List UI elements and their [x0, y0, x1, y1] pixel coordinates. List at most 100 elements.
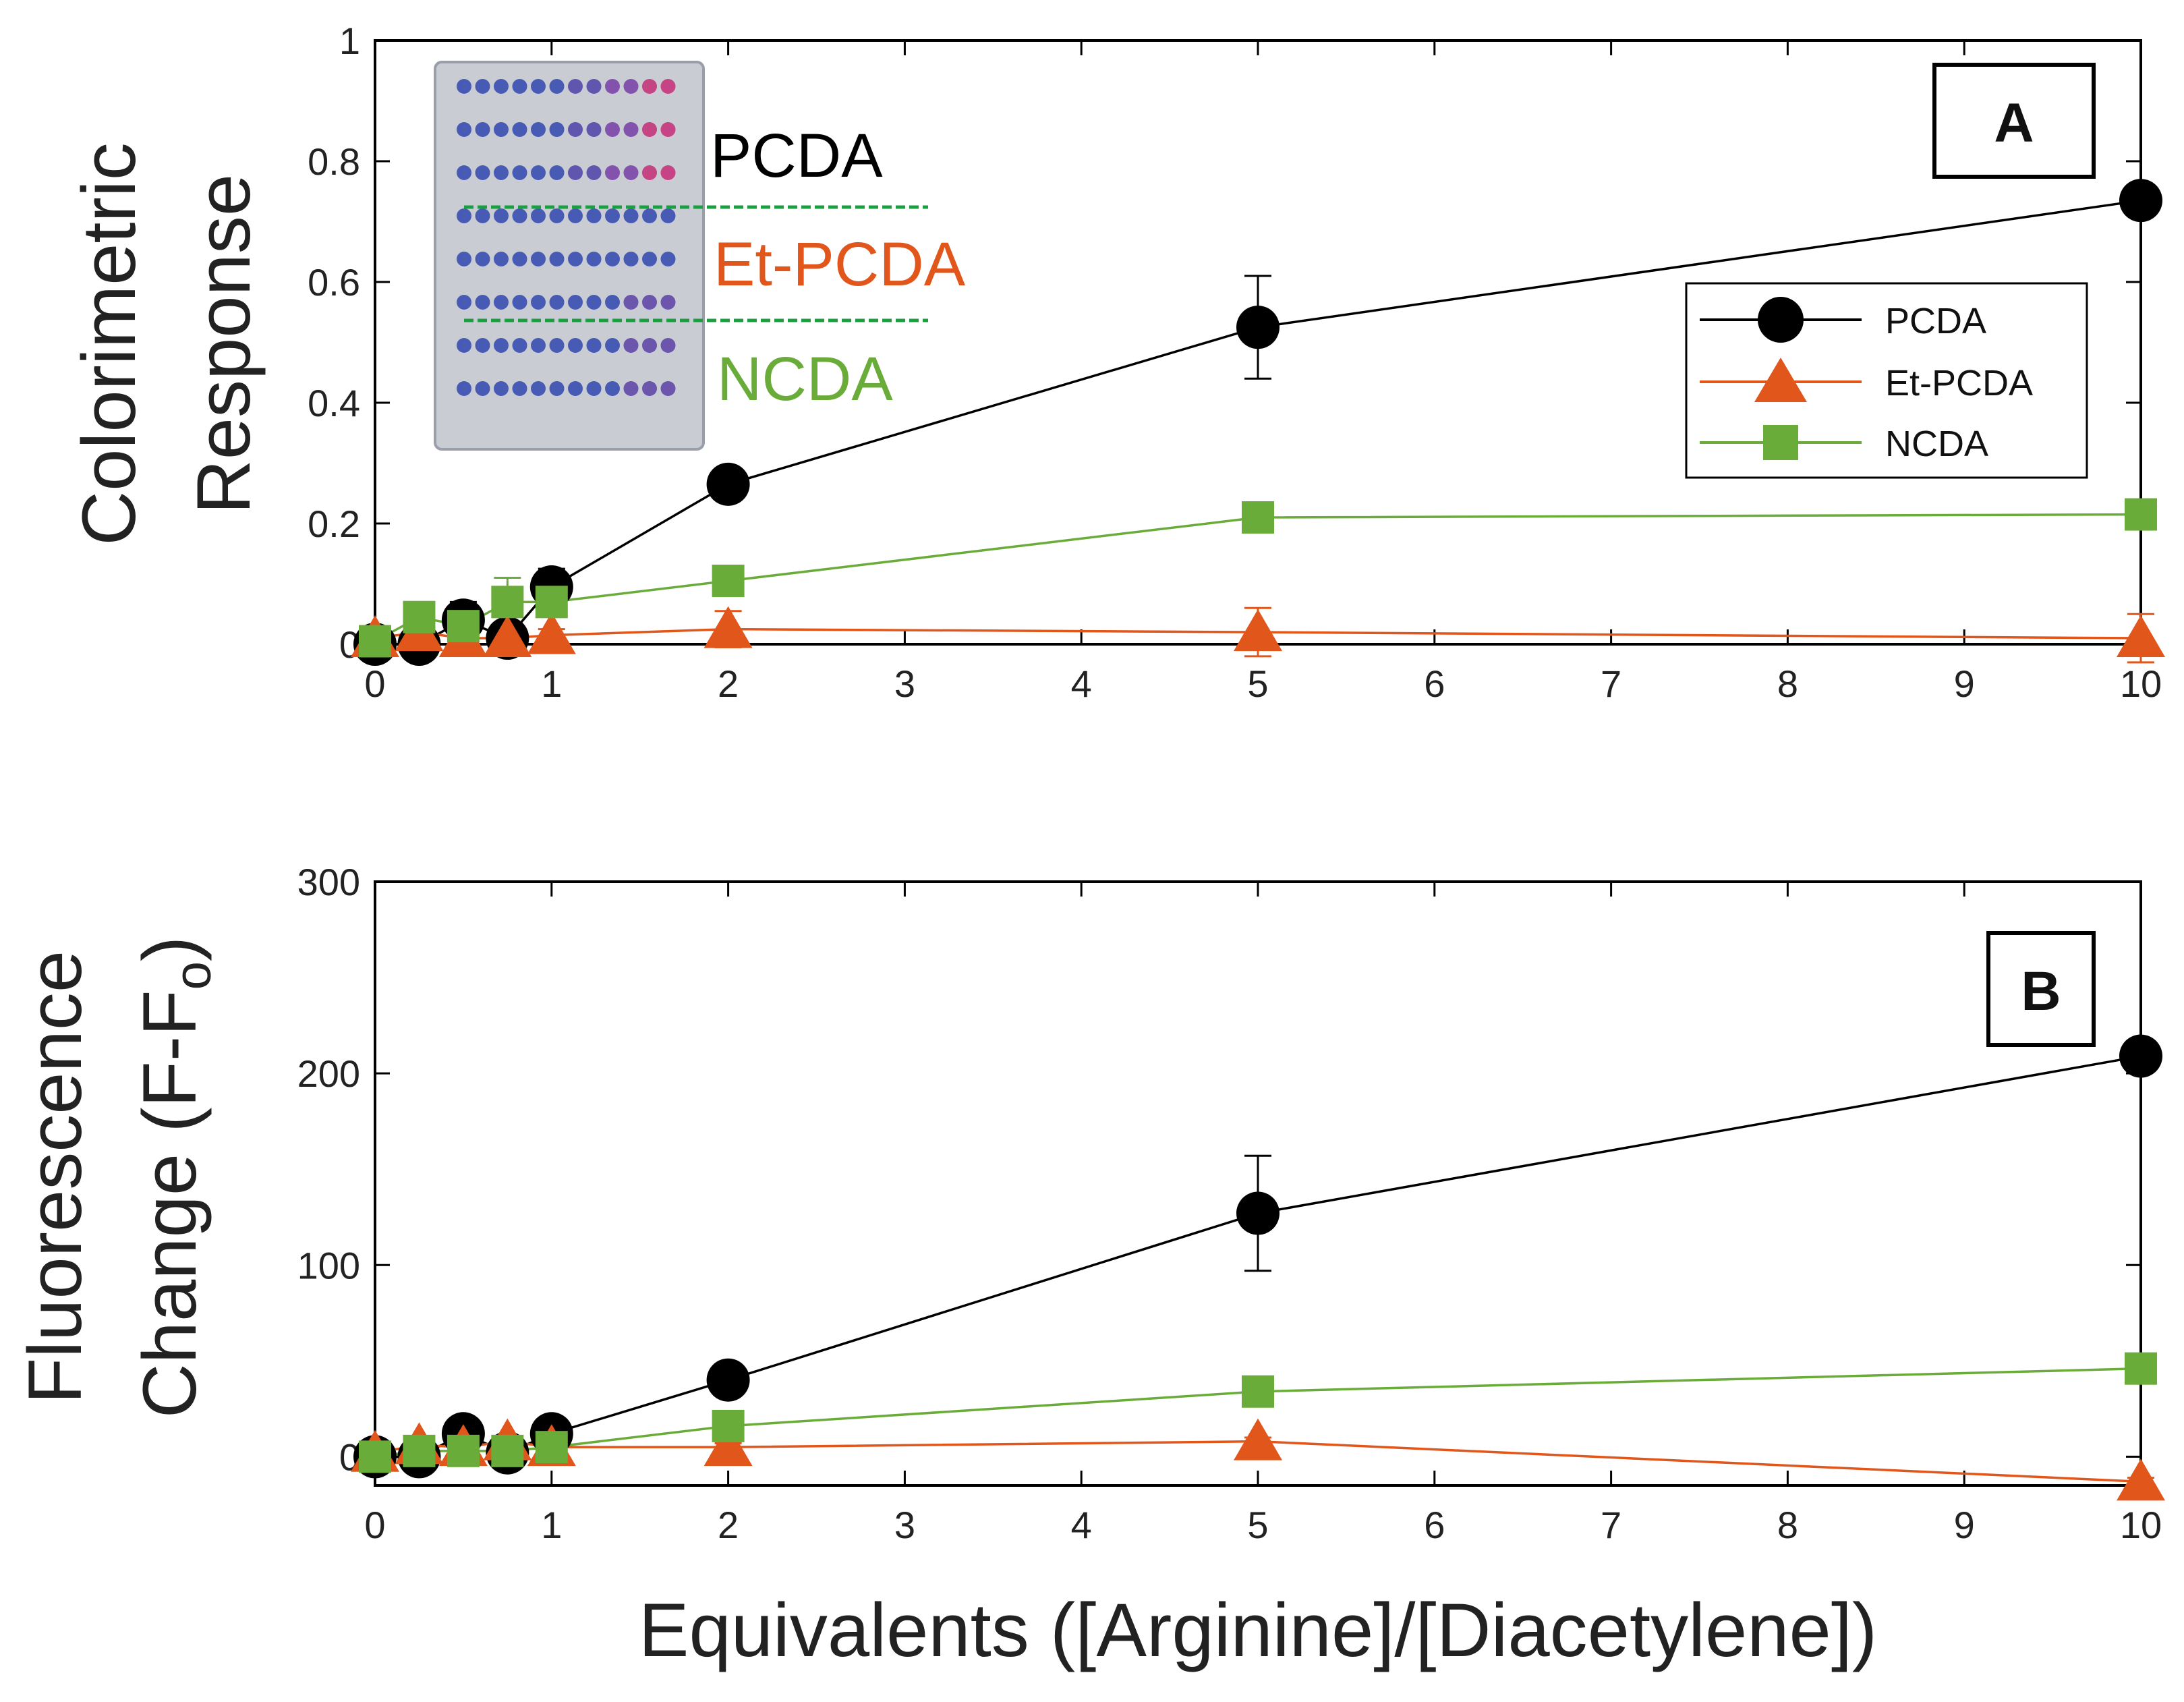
point-ncda-a [712, 565, 745, 598]
point-ncda-a [1242, 501, 1274, 534]
plate-well [623, 252, 639, 266]
x-tick-label-b: 3 [894, 1504, 915, 1546]
panel-label-b: B [2021, 961, 2061, 1022]
plate-well [549, 165, 565, 180]
plate-well [660, 122, 676, 137]
x-tick-label-b: 7 [1601, 1504, 1621, 1546]
inset-label-ncda: NCDA [717, 345, 893, 414]
plate-well [512, 338, 527, 353]
panel-label-box-a [1932, 63, 2096, 179]
plate-well [660, 381, 676, 396]
plate-well [549, 295, 565, 310]
y-axis-title-b-close: ) [127, 936, 212, 961]
x-tick-label-b: 2 [718, 1504, 739, 1546]
y-tick-label-b: 100 [297, 1244, 360, 1286]
plate-well [475, 79, 490, 94]
plate-well [475, 338, 490, 353]
x-tick-label-a: 1 [541, 662, 562, 705]
x-tick-label-a: 7 [1601, 662, 1621, 705]
plate-well [568, 252, 583, 266]
point-pcda-b [2119, 1034, 2162, 1078]
point-pcda-a [1236, 306, 1280, 349]
legend-label-pcda: PCDA [1885, 301, 1986, 341]
plate-well [494, 295, 509, 310]
x-tick-label-a: 0 [364, 662, 385, 705]
plate-well [494, 381, 509, 396]
plate-well [623, 165, 639, 180]
plate-well [531, 79, 546, 94]
plate-well [457, 295, 471, 310]
plate-well [623, 338, 639, 353]
plate-well [642, 295, 657, 310]
x-tick-label-b: 5 [1247, 1504, 1268, 1546]
plate-well [549, 208, 565, 223]
inset-plate-photo [434, 61, 705, 451]
x-tick-label-b: 1 [541, 1504, 562, 1546]
plate-well [457, 208, 471, 223]
point-pcda-b [706, 1358, 750, 1402]
plate-well [660, 79, 676, 94]
y-tick-label-a: 1 [339, 20, 360, 62]
x-tick-label-a: 2 [718, 662, 739, 705]
point-et-pcda-a [703, 606, 753, 648]
plate-well [568, 122, 583, 137]
plate-well [586, 252, 602, 266]
legend-marker-ncda [1763, 425, 1798, 460]
plate-well [531, 122, 546, 137]
inset-label-et-pcda: Et-PCDA [714, 230, 966, 299]
plate-well [457, 338, 471, 353]
point-ncda-b [447, 1434, 480, 1467]
plate-well [494, 165, 509, 180]
plate-well [605, 79, 620, 94]
plate-well [494, 122, 509, 137]
plate-well [457, 165, 471, 180]
legend: PCDA Et-PCDA NCDA [1685, 282, 2088, 479]
marks-a [351, 179, 2165, 666]
plate-well [531, 252, 546, 266]
plate-well [586, 208, 602, 223]
plate-well [531, 165, 546, 180]
point-ncda-b [2125, 1352, 2157, 1385]
point-et-pcda-a [1234, 609, 1282, 652]
plate-well [494, 252, 509, 266]
y-tick-label-b: 300 [297, 861, 360, 903]
x-tick-label-b: 4 [1071, 1504, 1092, 1546]
plate-well [512, 208, 527, 223]
point-pcda-b [1236, 1191, 1280, 1235]
plate-well [642, 338, 657, 353]
y-axis-title-b-sub: o [165, 961, 222, 990]
point-pcda-a [706, 462, 750, 506]
plate-well [660, 295, 676, 310]
plate-well [512, 381, 527, 396]
y-tick-label-a: 0.4 [308, 382, 360, 424]
plate-well [623, 295, 639, 310]
x-tick-label-b: 0 [364, 1504, 385, 1546]
legend-marker-pcda [1758, 297, 1804, 343]
plate-well [512, 122, 527, 137]
plate-well [531, 295, 546, 310]
point-et-pcda-b [703, 1424, 753, 1467]
x-tick-label-a: 4 [1071, 662, 1092, 705]
x-tick-label-a: 3 [894, 662, 915, 705]
plate-well [660, 208, 676, 223]
point-et-pcda-b [2117, 1458, 2165, 1501]
plate-well [512, 252, 527, 266]
point-ncda-a [447, 610, 480, 643]
plate-well [642, 165, 657, 180]
y-axis-title-b-line2: Change (F-Fo) [127, 936, 222, 1418]
plate-well [549, 122, 565, 137]
plate-well [549, 338, 565, 353]
plate-well [623, 208, 639, 223]
legend-marker-et-pcda [1754, 358, 1807, 402]
plate-well [568, 338, 583, 353]
point-et-pcda-a [527, 612, 576, 654]
x-tick-label-a: 8 [1777, 662, 1798, 705]
plate-well [605, 295, 620, 310]
plate-well [512, 79, 527, 94]
plate-well [494, 208, 509, 223]
plate-wells [457, 79, 676, 396]
plate-well [475, 252, 490, 266]
